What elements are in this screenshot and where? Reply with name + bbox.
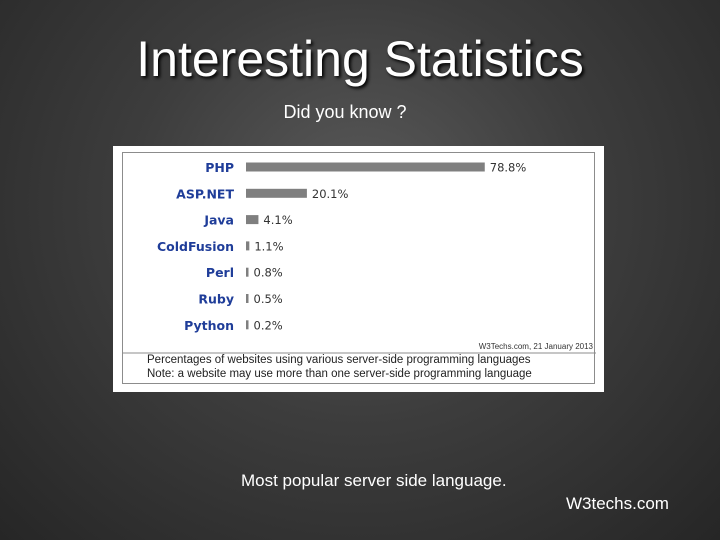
value-label: 4.1%: [263, 213, 292, 227]
category-label: Ruby: [198, 292, 234, 307]
chart-panel: W3Techs.com, 21 January 2013 PHP 78.8% ASP…: [122, 152, 596, 384]
bottom-note: Most popular server side language.: [241, 471, 507, 490]
value-label: 0.5%: [254, 292, 283, 306]
caption-line: Note: a website may use more than one se…: [147, 368, 532, 380]
value-label: 0.2%: [254, 318, 283, 332]
chart-caption: Percentages of websites using various se…: [133, 353, 603, 381]
category-label: PHP: [205, 160, 234, 175]
bar: [246, 320, 249, 330]
value-label: 1.1%: [254, 239, 283, 253]
value-label: 78.8%: [490, 161, 527, 175]
bar: [246, 267, 249, 277]
source-credit: W3techs.com: [566, 494, 669, 513]
bar-chart: W3Techs.com, 21 January 2013 PHP 78.8% ASP…: [123, 160, 596, 354]
caption-line: Percentages of websites using various se…: [147, 354, 531, 366]
bar: [246, 188, 307, 198]
value-label: 20.1%: [312, 187, 349, 201]
slide-title: Interesting Statistics: [136, 31, 584, 87]
bar: [246, 241, 250, 251]
category-label: ASP.NET: [176, 186, 234, 201]
bar: [246, 215, 259, 225]
category-label: Perl: [206, 265, 234, 280]
bar: [246, 294, 249, 303]
value-label: 0.8%: [254, 266, 283, 280]
chart-frame: W3Techs.com, 21 January 2013 PHP 78.8% ASP…: [113, 146, 604, 392]
slide-subtitle: Did you know ?: [283, 102, 407, 122]
category-label: Python: [184, 318, 234, 333]
category-label: Java: [203, 213, 234, 228]
category-label: ColdFusion: [157, 239, 234, 254]
bar: [246, 162, 485, 172]
chart-credit: W3Techs.com, 21 January 2013: [479, 342, 594, 351]
